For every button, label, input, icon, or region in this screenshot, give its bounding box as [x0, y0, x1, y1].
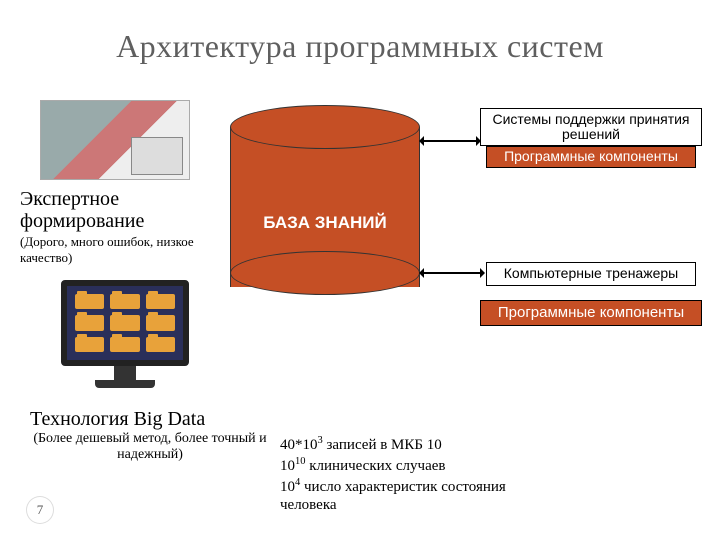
records-line-2: 1010 клинических случаев	[280, 455, 540, 476]
folder-icon	[75, 315, 104, 330]
monitor-screen	[61, 280, 189, 366]
folder-icon	[110, 315, 139, 330]
page-number: 7	[26, 496, 54, 524]
folder-icon	[146, 315, 175, 330]
records-block: 40*103 записей в МКБ 10 1010 клинических…	[280, 434, 540, 515]
monitor-icon	[55, 280, 195, 400]
cylinder-label: БАЗА ЗНАНИЙ	[230, 213, 420, 233]
folder-icon	[146, 337, 175, 352]
box-trainers: Компьютерные тренажеры	[486, 262, 696, 286]
expert-heading: Экспертное формирование	[20, 188, 220, 232]
knowledge-base-cylinder: БАЗА ЗНАНИЙ	[230, 105, 420, 295]
box-decision-support: Системы поддержки принятия решений	[480, 108, 702, 146]
bigdata-block: Технология Big Data (Более дешевый метод…	[30, 408, 270, 463]
slide-title: Архитектура программных систем	[0, 28, 720, 65]
records-line-3: 104 число характеристик состояния челове…	[280, 476, 540, 516]
arrow-bottom	[424, 272, 480, 274]
arrow-top	[424, 140, 476, 142]
folder-icon	[75, 337, 104, 352]
folder-icon	[110, 294, 139, 309]
folder-icon	[75, 294, 104, 309]
box-components-2: Программные компоненты	[480, 300, 702, 326]
expert-photo	[40, 100, 190, 180]
records-line-1: 40*103 записей в МКБ 10	[280, 434, 540, 455]
expert-sub: (Дорого, много ошибок, низкое качество)	[20, 234, 220, 266]
expert-block: Экспертное формирование (Дорого, много о…	[20, 188, 220, 266]
monitor-stand	[114, 366, 136, 380]
cylinder-top	[230, 105, 420, 149]
slide: Архитектура программных систем Экспертно…	[0, 0, 720, 540]
monitor-base	[95, 380, 155, 388]
folder-icon	[110, 337, 139, 352]
bigdata-heading: Технология Big Data	[30, 408, 270, 431]
box-components-1: Программные компоненты	[486, 146, 696, 168]
folder-icon	[146, 294, 175, 309]
bigdata-sub: (Более дешевый метод, более точный и над…	[30, 431, 270, 463]
cylinder-bottom	[230, 251, 420, 295]
